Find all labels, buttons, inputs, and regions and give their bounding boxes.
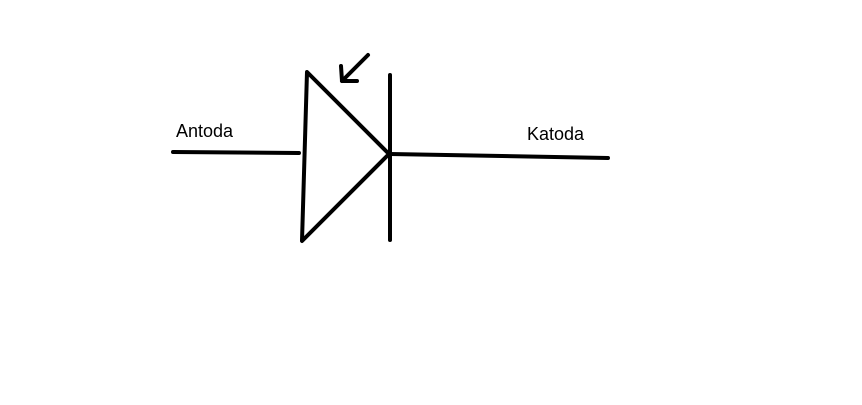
- cathode-lead-wire: [388, 152, 610, 160]
- anode-label: Antoda: [176, 121, 234, 141]
- arrow-head: [339, 64, 359, 83]
- photodiode-icon: [300, 70, 392, 243]
- incoming-light-arrow-icon: [339, 53, 370, 83]
- diode-triangle: [300, 70, 391, 243]
- anode-lead-wire: [171, 150, 301, 155]
- cathode-label: Katoda: [527, 124, 585, 144]
- arrow-shaft: [340, 53, 370, 83]
